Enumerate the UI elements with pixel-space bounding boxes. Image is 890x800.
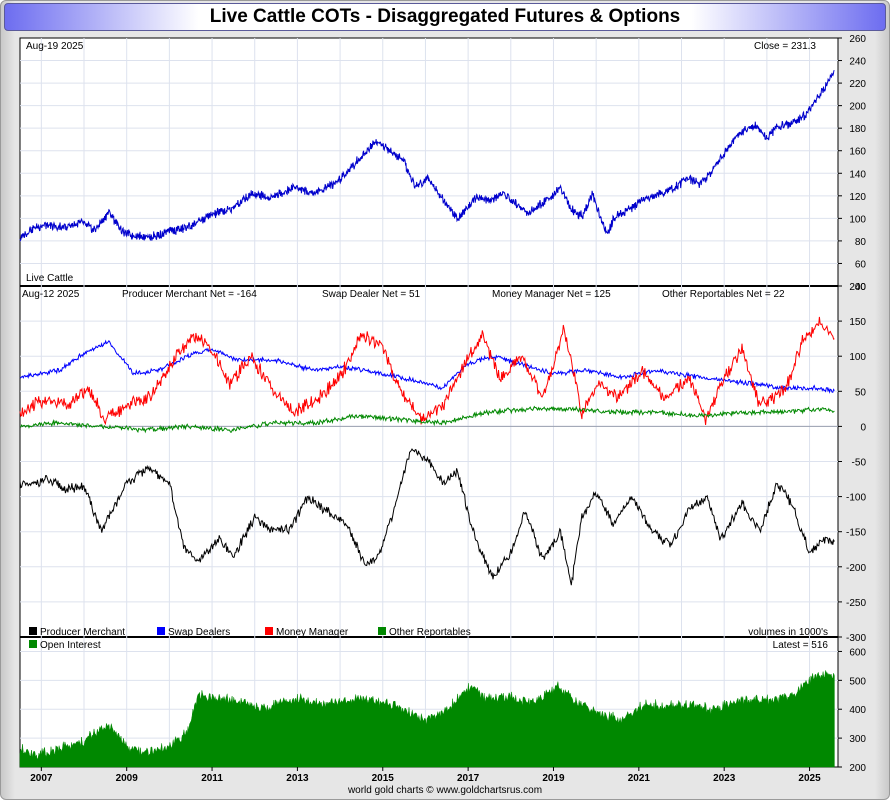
y-tick-label: 500	[849, 676, 866, 687]
y-tick-label: 0	[860, 422, 866, 433]
y-tick-label: -150	[846, 528, 866, 539]
y-tick-label: 400	[849, 705, 866, 716]
y-tick-label: 80	[855, 237, 867, 248]
x-tick-label: 2011	[201, 773, 223, 784]
y-tick-label: 240	[849, 57, 866, 68]
open-interest-area	[19, 670, 835, 768]
y-tick-label: 40	[855, 282, 867, 293]
price-date-label: Aug-19 2025	[26, 41, 84, 52]
legend-swatch-money	[265, 627, 273, 635]
units-note: volumes in 1000's	[748, 627, 828, 638]
legend-swatch-oi	[29, 640, 37, 648]
axis-labels: 2007 2009 2011 2013 2015 2017 2019 2021 2023 2025…	[30, 34, 866, 784]
legend-producer-merchant: Producer Merchant	[40, 627, 125, 638]
y-tick-label: 600	[849, 647, 866, 658]
y-tick-label: 150	[849, 317, 866, 328]
y-tick-label: -300	[846, 633, 866, 644]
legend-swatch-swap	[157, 627, 165, 635]
series-label: Live Cattle	[26, 273, 74, 284]
y-tick-label: 220	[849, 79, 866, 90]
y-tick-label: 100	[849, 352, 866, 363]
legend-swatch-other	[378, 627, 386, 635]
cot-line-other-reportables	[19, 405, 835, 434]
x-tick-label: 2023	[713, 773, 736, 784]
y-tick-label: 120	[849, 192, 866, 203]
x-tick-label: 2019	[542, 773, 565, 784]
y-tick-label: 200	[849, 763, 866, 774]
y-tick-label: 300	[849, 734, 866, 745]
page-title: Live Cattle COTs - Disaggregated Futures…	[4, 3, 886, 31]
y-tick-label: 50	[855, 387, 867, 398]
series-layer	[19, 69, 835, 768]
x-tick-label: 2021	[628, 773, 651, 784]
other-net-label: Other Reportables Net = 22	[662, 289, 785, 300]
price-panel	[19, 37, 839, 287]
y-tick-label: -200	[846, 563, 866, 574]
y-tick-label: 140	[849, 169, 866, 180]
money-manager-net-label: Money Manager Net = 125	[492, 289, 611, 300]
swap-net-label: Swap Dealer Net = 51	[322, 289, 421, 300]
y-tick-label: -100	[846, 493, 866, 504]
x-tick-label: 2009	[116, 773, 139, 784]
x-tick-label: 2017	[457, 773, 480, 784]
legend-swatch-producer	[29, 627, 37, 635]
legend-open-interest: Open Interest	[40, 640, 101, 651]
x-tick-label: 2015	[372, 773, 395, 784]
y-tick-label: 200	[849, 102, 866, 113]
legend-other-reportables: Other Reportables	[389, 627, 471, 638]
y-tick-label: -250	[846, 598, 866, 609]
cot-line-swap-dealers	[19, 339, 835, 394]
y-tick-label: 260	[849, 34, 866, 45]
x-tick-label: 2025	[798, 773, 821, 784]
producer-net-label: Producer Merchant Net = -164	[122, 289, 257, 300]
legend-money-manager: Money Manager	[276, 627, 349, 638]
cot-line-money-manager	[19, 316, 835, 426]
x-tick-label: 2013	[286, 773, 309, 784]
y-tick-label: -50	[852, 458, 867, 469]
legend-swap-dealers: Swap Dealers	[168, 627, 230, 638]
gridlines	[20, 38, 838, 767]
y-tick-label: 160	[849, 147, 866, 158]
x-tick-label: 2007	[30, 773, 53, 784]
close-label: Close = 231.3	[754, 41, 816, 52]
latest-label: Latest = 516	[773, 640, 829, 651]
cot-line-producer-merchant	[19, 448, 835, 586]
y-tick-label: 200	[849, 282, 866, 293]
price-line	[19, 69, 835, 242]
cot-date-label: Aug-12 2025	[22, 289, 80, 300]
y-tick-label: 180	[849, 124, 866, 135]
credit: world gold charts © www.goldchartsrus.co…	[347, 785, 543, 796]
y-tick-label: 60	[855, 259, 867, 270]
y-tick-label: 100	[849, 214, 866, 225]
